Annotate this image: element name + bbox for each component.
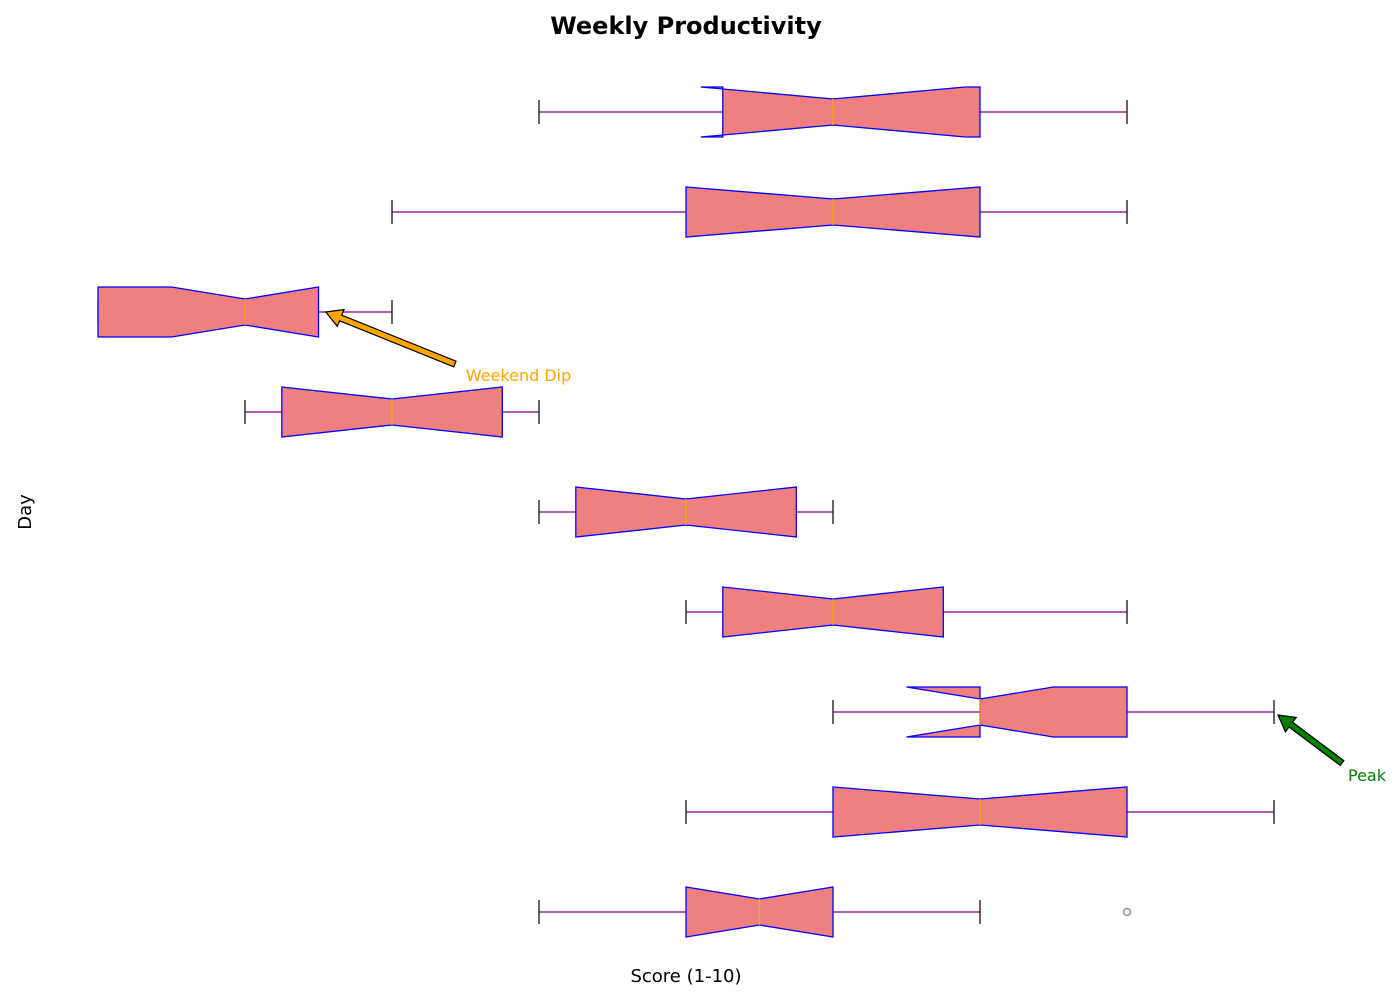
- boxes-layer: [97, 86, 1275, 938]
- chart-title: Weekly Productivity: [550, 12, 822, 40]
- box-group: [685, 586, 1128, 638]
- annotation-label-peak: Peak: [1348, 766, 1387, 785]
- box-group: [832, 686, 1275, 738]
- outlier-point: [1122, 907, 1132, 917]
- annotation-label-weekend-dip: Weekend Dip: [466, 366, 571, 385]
- notched-box: [700, 86, 981, 138]
- notched-box: [906, 686, 1128, 738]
- box-group: [244, 386, 540, 438]
- annotation-arrow-weekend-dip: [324, 308, 457, 368]
- box-group: [538, 486, 834, 538]
- annotation-arrow-peak: [1277, 714, 1345, 767]
- box-group: [685, 786, 1275, 838]
- notched-box: [97, 286, 320, 338]
- box-group: [538, 886, 1132, 938]
- box-group: [97, 286, 393, 338]
- y-axis-label: Day: [15, 494, 36, 530]
- x-axis-label: Score (1-10): [630, 966, 741, 987]
- box-group: [391, 186, 1128, 238]
- annotations-layer: Weekend Dip Peak: [324, 308, 1387, 785]
- box-group: [538, 86, 1128, 138]
